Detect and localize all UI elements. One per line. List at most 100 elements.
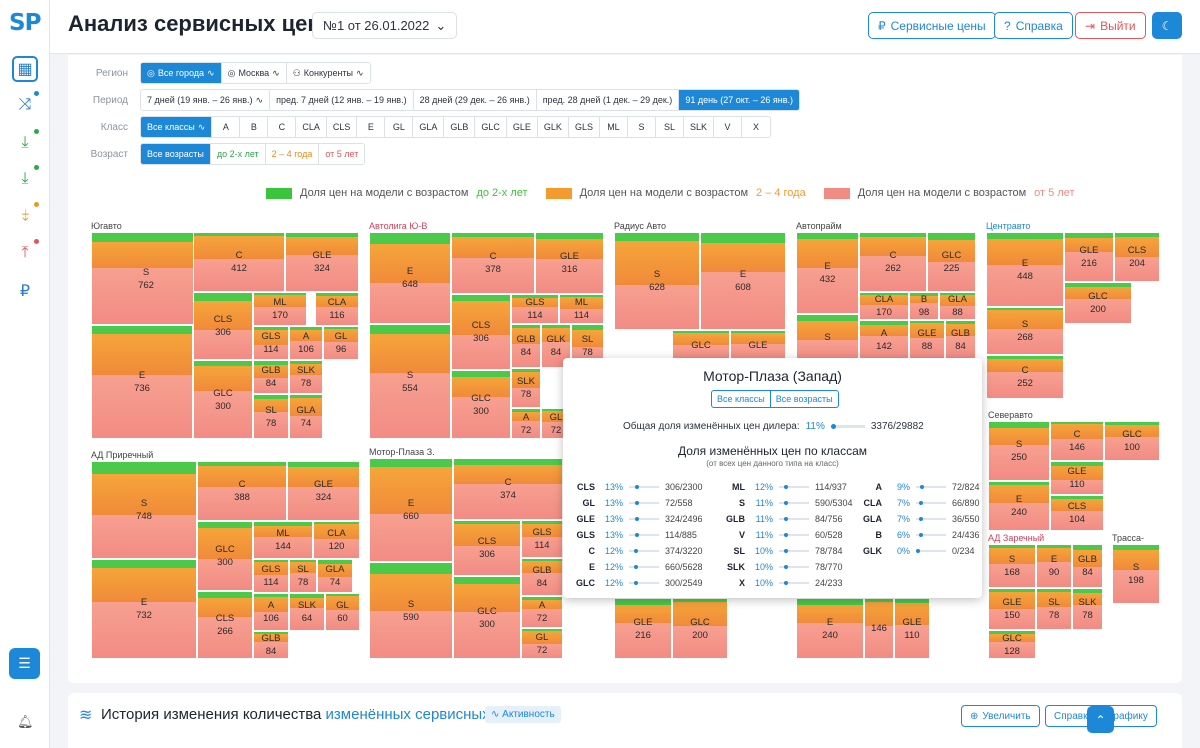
treemap-cell[interactable]: CLS 104 <box>1050 495 1104 531</box>
treemap-cell[interactable]: GLS 114 <box>253 326 289 360</box>
treemap-cell[interactable]: C 374 <box>453 458 563 520</box>
dealer-name[interactable]: Югавто <box>91 221 122 231</box>
download-icon[interactable]: ⤓ <box>12 129 39 156</box>
treemap-cell[interactable]: SLK 64 <box>289 593 325 631</box>
treemap-cell[interactable]: GL 96 <box>323 326 359 360</box>
class-chip[interactable]: SL <box>655 117 684 137</box>
treemap-cell[interactable]: B 98 <box>909 292 939 320</box>
document-select[interactable]: №1 от 26.01.2022 ⌄ <box>312 12 458 39</box>
class-chip[interactable]: GLE <box>506 117 538 137</box>
service-prices-button[interactable]: ₽ Сервисные цены <box>868 12 996 39</box>
treemap-cell[interactable]: S 590 <box>369 562 453 659</box>
treemap-cell[interactable]: C 412 <box>193 232 285 292</box>
tooltip-chip-ages[interactable]: Все возрасты <box>775 394 833 404</box>
treemap-cell[interactable]: C 252 <box>986 355 1064 399</box>
dealer-name[interactable]: Автопрайм <box>796 221 842 231</box>
treemap-cell[interactable]: CLA 116 <box>315 292 359 326</box>
treemap-cell[interactable]: CLS 204 <box>1114 232 1160 282</box>
class-chip[interactable]: GLS <box>568 117 600 137</box>
age-chip[interactable]: до 2-х лет <box>210 144 266 164</box>
upload-icon[interactable]: ⤒ <box>12 239 39 266</box>
treemap-cell[interactable]: GLS 114 <box>253 559 289 593</box>
class-chip[interactable]: SLK <box>683 117 714 137</box>
treemap-cell[interactable]: GLA 74 <box>317 559 353 593</box>
treemap-cell[interactable]: CLA 170 <box>859 292 909 320</box>
shuffle-icon[interactable]: ⤨ <box>12 91 39 118</box>
treemap-cell[interactable]: SL 78 <box>1036 588 1072 630</box>
treemap-cell[interactable]: S 268 <box>986 307 1064 355</box>
treemap-cell[interactable]: GL 72 <box>521 628 563 659</box>
dealer-name[interactable]: Северавто <box>988 410 1033 420</box>
tooltip-chip-classes[interactable]: Все классы <box>712 391 771 407</box>
treemap-cell[interactable]: S 554 <box>369 324 451 439</box>
treemap-cell[interactable]: S 198 <box>1112 544 1160 604</box>
treemap-cell[interactable]: GLC 300 <box>453 576 521 659</box>
class-chip[interactable]: B <box>240 117 269 137</box>
treemap-cell[interactable]: ML 144 <box>253 521 313 559</box>
treemap-cell[interactable]: GL 72 <box>541 408 571 439</box>
treemap-cell[interactable]: GLE 324 <box>285 232 359 292</box>
treemap-cell[interactable]: S 168 <box>988 544 1036 588</box>
class-chip[interactable]: GLK <box>537 117 569 137</box>
dealer-name[interactable]: АД Заречный <box>988 533 1045 543</box>
treemap-cell[interactable]: C 388 <box>197 461 287 521</box>
class-chip[interactable]: Все классы ∿ <box>141 117 213 137</box>
treemap-cell[interactable]: E 448 <box>986 232 1064 307</box>
app-logo[interactable]: SP <box>9 10 41 36</box>
treemap-cell[interactable]: C 378 <box>451 232 535 294</box>
class-chip[interactable]: GLC <box>475 117 507 137</box>
region-chip[interactable]: ◎ Москва ∿ <box>221 63 287 83</box>
sort-down-icon[interactable]: ⤈ <box>12 202 39 229</box>
treemap-cell[interactable]: GLB 84 <box>253 631 289 659</box>
treemap-cell[interactable]: E 732 <box>91 559 197 659</box>
treemap-cell[interactable]: GL 60 <box>325 593 360 631</box>
class-chip[interactable]: E <box>357 117 386 137</box>
download-alt-icon[interactable]: ⤓ <box>12 165 39 192</box>
treemap-cell[interactable]: E 736 <box>91 325 193 439</box>
treemap-cell[interactable]: GLA 74 <box>289 394 323 439</box>
treemap-cell[interactable]: GLC 300 <box>197 521 253 591</box>
class-chip[interactable]: ML <box>599 117 628 137</box>
treemap-cell[interactable]: C 146 <box>1050 421 1104 461</box>
treemap-cell[interactable]: A 142 <box>859 320 909 360</box>
period-chip[interactable]: 91 день (27 окт. – 26 янв.) <box>679 90 800 110</box>
treemap-cell[interactable]: GLB 84 <box>1072 544 1103 588</box>
dealer-name[interactable]: Мотор-Плаза З. <box>369 447 435 457</box>
treemap-cell[interactable]: GLS 114 <box>511 294 559 324</box>
class-chip[interactable]: V <box>713 117 742 137</box>
dealer-name[interactable]: Радиус Авто <box>614 221 667 231</box>
treemap-cell[interactable]: SLK 78 <box>511 368 541 408</box>
treemap-cell[interactable]: A 106 <box>253 593 289 631</box>
class-chip[interactable]: GLB <box>444 117 476 137</box>
class-chip[interactable]: GL <box>385 117 414 137</box>
treemap-cell[interactable]: CLS 266 <box>197 591 253 659</box>
treemap-cell[interactable]: CLS 306 <box>453 520 521 576</box>
treemap-cell[interactable]: SL 78 <box>253 394 289 439</box>
treemap-cell[interactable]: 146 <box>864 598 894 659</box>
class-chip[interactable]: S <box>627 117 656 137</box>
treemap-cell[interactable]: ML 170 <box>253 292 307 326</box>
treemap-cell[interactable]: GLE 216 <box>1064 232 1114 282</box>
treemap-cell[interactable]: GLE 110 <box>1050 461 1104 495</box>
theme-toggle-button[interactable]: ☾ <box>1152 12 1182 39</box>
treemap-cell[interactable]: GLE 88 <box>909 320 945 360</box>
class-chip[interactable]: GLA <box>413 117 445 137</box>
class-chip[interactable]: CLS <box>326 117 358 137</box>
age-chip[interactable]: 2 – 4 года <box>265 144 320 164</box>
period-chip[interactable]: 28 дней (29 дек. – 26 янв.) <box>413 90 537 110</box>
dealer-name[interactable]: Центравто <box>986 221 1031 231</box>
treemap-cell[interactable]: GLC 300 <box>451 370 511 439</box>
treemap-cell[interactable]: SL 78 <box>289 559 317 593</box>
treemap-cell[interactable]: CLS 306 <box>193 292 253 360</box>
treemap-cell[interactable]: GLB 84 <box>521 558 563 596</box>
treemap-cell[interactable]: E 660 <box>369 458 453 562</box>
treemap-cell[interactable]: GLE 216 <box>614 598 672 659</box>
logout-button[interactable]: ⇥ Выйти <box>1075 12 1146 39</box>
treemap-cell[interactable]: S 762 <box>91 232 201 325</box>
treemap-cell[interactable]: E 608 <box>700 232 786 330</box>
treemap-cell[interactable]: GLE 150 <box>988 588 1036 630</box>
treemap-cell[interactable]: E 240 <box>796 598 864 659</box>
period-chip[interactable]: 7 дней (19 янв. – 26 янв.) ∿ <box>141 90 271 110</box>
treemap-cell[interactable]: S 250 <box>988 421 1050 481</box>
treemap-cell[interactable]: SLK 78 <box>1072 588 1103 630</box>
